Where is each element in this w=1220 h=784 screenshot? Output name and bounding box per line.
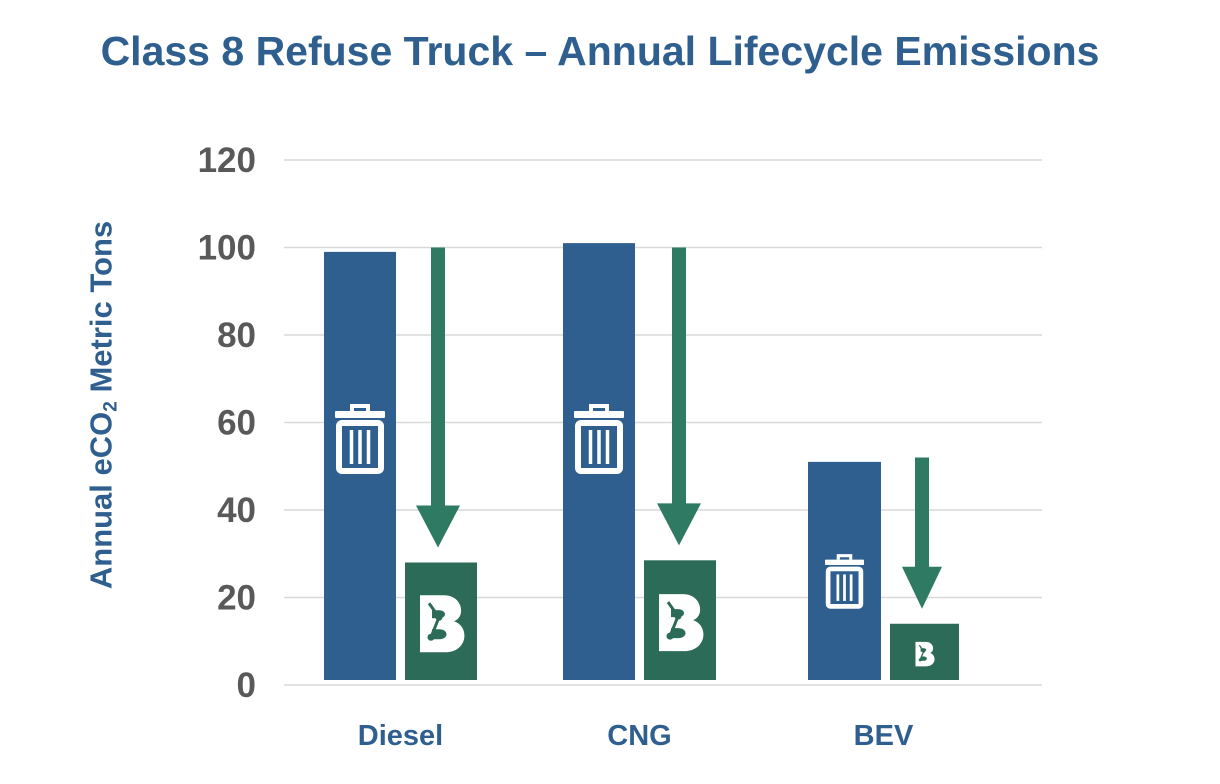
b-logo-icon <box>420 595 465 653</box>
y-tick-label: 40 <box>217 491 256 530</box>
down-arrow-head <box>657 503 701 546</box>
down-arrow-shaft <box>672 247 686 505</box>
down-arrow-head <box>416 505 460 548</box>
down-arrow-shaft <box>915 457 929 568</box>
x-category-label: Diesel <box>358 720 443 752</box>
trash-can-icon <box>335 404 385 474</box>
b-logo-icon <box>659 594 704 652</box>
chart-title: Class 8 Refuse Truck – Annual Lifecycle … <box>100 28 1100 74</box>
y-tick-label: 0 <box>237 666 256 705</box>
trash-can-icon <box>825 554 864 609</box>
b-logo-icon <box>915 641 935 667</box>
y-tick-label: 20 <box>217 579 256 618</box>
y-tick-label: 60 <box>217 404 256 443</box>
x-category-label: BEV <box>854 720 914 752</box>
y-tick-label: 80 <box>217 316 256 355</box>
y-tick-label: 120 <box>198 141 256 180</box>
trash-can-icon <box>574 404 624 474</box>
y-tick-label: 100 <box>198 229 256 268</box>
down-arrow-head <box>902 566 942 609</box>
bar-current-diesel <box>324 251 396 680</box>
x-category-label: CNG <box>607 720 671 752</box>
down-arrow-shaft <box>431 247 445 507</box>
